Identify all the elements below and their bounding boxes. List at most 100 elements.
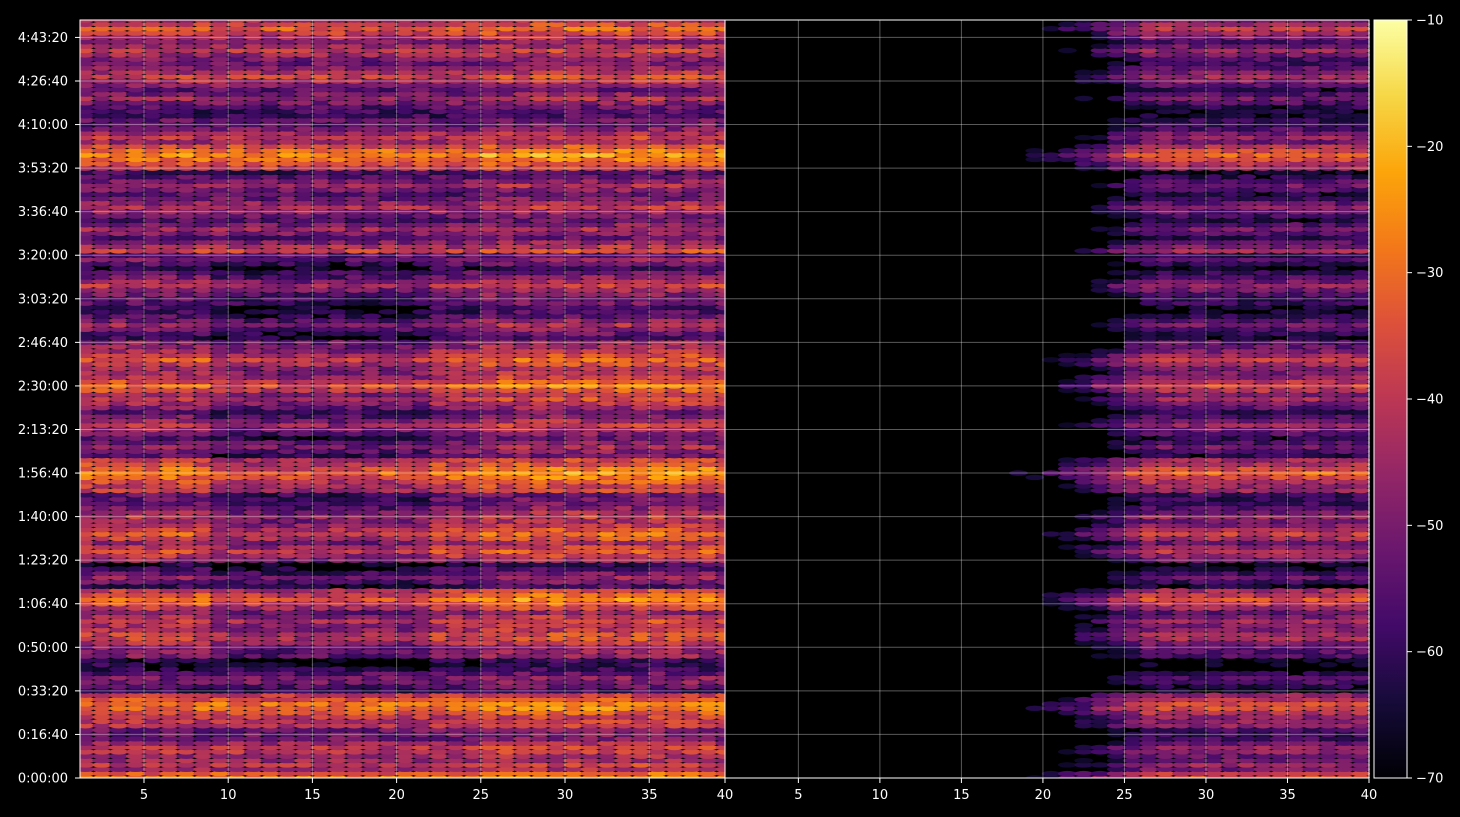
heatmap-cell-left [159, 474, 179, 481]
heatmap-cell-left [210, 605, 230, 611]
heatmap-cell-left [327, 435, 348, 441]
heatmap-cell-left [142, 518, 163, 524]
heatmap-cell-left [715, 474, 725, 481]
heatmap-cell-left [226, 557, 247, 563]
heatmap-cell-left [631, 479, 651, 485]
heatmap-cell-left [664, 509, 685, 515]
heatmap-cell-left [681, 666, 702, 672]
heatmap-cell-left [125, 740, 146, 746]
heatmap-cell-left [429, 648, 449, 655]
heatmap-cell-left [92, 431, 112, 437]
heatmap-cell-left [496, 409, 516, 415]
heatmap-cell-left [80, 457, 95, 463]
heatmap-cell-left [176, 627, 196, 633]
heatmap-cell-left [462, 609, 483, 616]
heatmap-cell-left [210, 544, 230, 550]
heatmap-cell-left [597, 465, 617, 472]
heatmap-cell-left [580, 452, 600, 459]
heatmap-cell-left [395, 444, 415, 450]
heatmap-cell-left [294, 426, 314, 433]
heatmap-cell-left [260, 766, 280, 773]
heatmap-cell-left [597, 383, 617, 389]
heatmap-cell-left [142, 378, 163, 385]
heatmap-cell-left [294, 553, 314, 559]
heatmap-cell-left [80, 718, 95, 725]
heatmap-cell-left [563, 688, 584, 694]
heatmap-cell-left [647, 422, 668, 428]
heatmap-cell-left [580, 770, 600, 777]
heatmap-cell-left [193, 439, 213, 446]
heatmap-cell-left [159, 736, 179, 742]
heatmap-cell-left [142, 740, 163, 746]
heatmap-cell-left [193, 396, 213, 402]
heatmap-cell-left [429, 688, 449, 694]
heatmap-cell-left [462, 557, 483, 563]
heatmap-cell-left [294, 500, 314, 507]
heatmap-cell-left [698, 688, 718, 694]
heatmap-cell-left [109, 557, 129, 563]
heatmap-cell-left [614, 618, 634, 624]
heatmap-cell-left [479, 744, 499, 751]
heatmap-cell-left [546, 670, 567, 677]
heatmap-cell-left [681, 535, 702, 542]
heatmap-cell-left [647, 740, 668, 746]
heatmap-cell-left [109, 570, 129, 576]
heatmap-cell-left [210, 540, 230, 546]
heatmap-cell-left [344, 444, 365, 450]
heatmap-cell-left [294, 766, 314, 773]
heatmap-cell-left [277, 592, 297, 598]
heatmap-cell-left [412, 426, 432, 433]
heatmap-cell-left [344, 744, 365, 751]
heatmap-cell-left [243, 622, 264, 629]
heatmap-cell-left [563, 461, 584, 468]
heatmap-cell-left [193, 766, 213, 773]
heatmap-cell-left [681, 635, 702, 642]
heatmap-cell-left [597, 570, 617, 576]
heatmap-cell-left [530, 740, 550, 746]
heatmap-cell-left [311, 461, 331, 468]
heatmap-cell-left [193, 513, 213, 520]
heatmap-cell-left [429, 496, 449, 502]
heatmap-cell-left [580, 557, 600, 563]
heatmap-cell-left [563, 470, 584, 476]
heatmap-cell-left [664, 487, 685, 494]
heatmap-cell-left [243, 448, 264, 454]
heatmap-cell-left [361, 457, 382, 463]
heatmap-cell-left [445, 426, 466, 433]
heatmap-cell-left [530, 383, 550, 389]
heatmap-cell-left [226, 461, 247, 468]
heatmap-cell-left [715, 744, 725, 751]
heatmap-cell-left [462, 753, 483, 759]
heatmap-cell-left [327, 553, 348, 559]
heatmap-cell-left [80, 526, 95, 533]
heatmap-cell-left [125, 522, 146, 529]
heatmap-cell-left [243, 487, 264, 494]
heatmap-cell-left [109, 740, 129, 746]
heatmap-cell-left [327, 452, 348, 459]
heatmap-cell-left [479, 692, 499, 698]
heatmap-cell-left [462, 727, 483, 733]
heatmap-cell-left [193, 583, 213, 590]
heatmap-cell-left [142, 718, 163, 725]
heatmap-cell-left [125, 723, 146, 729]
heatmap-cell-left [344, 696, 365, 703]
heatmap-cell-left [597, 627, 617, 633]
heatmap-cell-left [142, 479, 163, 485]
heatmap-cell-left [614, 540, 634, 546]
heatmap-cell-left [563, 627, 584, 633]
heatmap-cell-left [344, 391, 365, 398]
heatmap-cell-left [277, 587, 297, 594]
heatmap-cell-left [327, 718, 348, 725]
heatmap-cell-left [361, 723, 382, 729]
heatmap-cell-left [698, 418, 718, 424]
heatmap-cell-left [176, 566, 196, 572]
heatmap-cell-left [698, 766, 718, 773]
heatmap-cell-left [327, 500, 348, 507]
heatmap-cell-left [243, 396, 264, 402]
heatmap-cell-left [243, 413, 264, 420]
heatmap-cell-left [243, 592, 264, 598]
heatmap-cell-left [546, 749, 567, 755]
heatmap-cell-left [647, 465, 668, 472]
heatmap-cell-left [176, 570, 196, 576]
heatmap-cell-left [496, 439, 516, 446]
